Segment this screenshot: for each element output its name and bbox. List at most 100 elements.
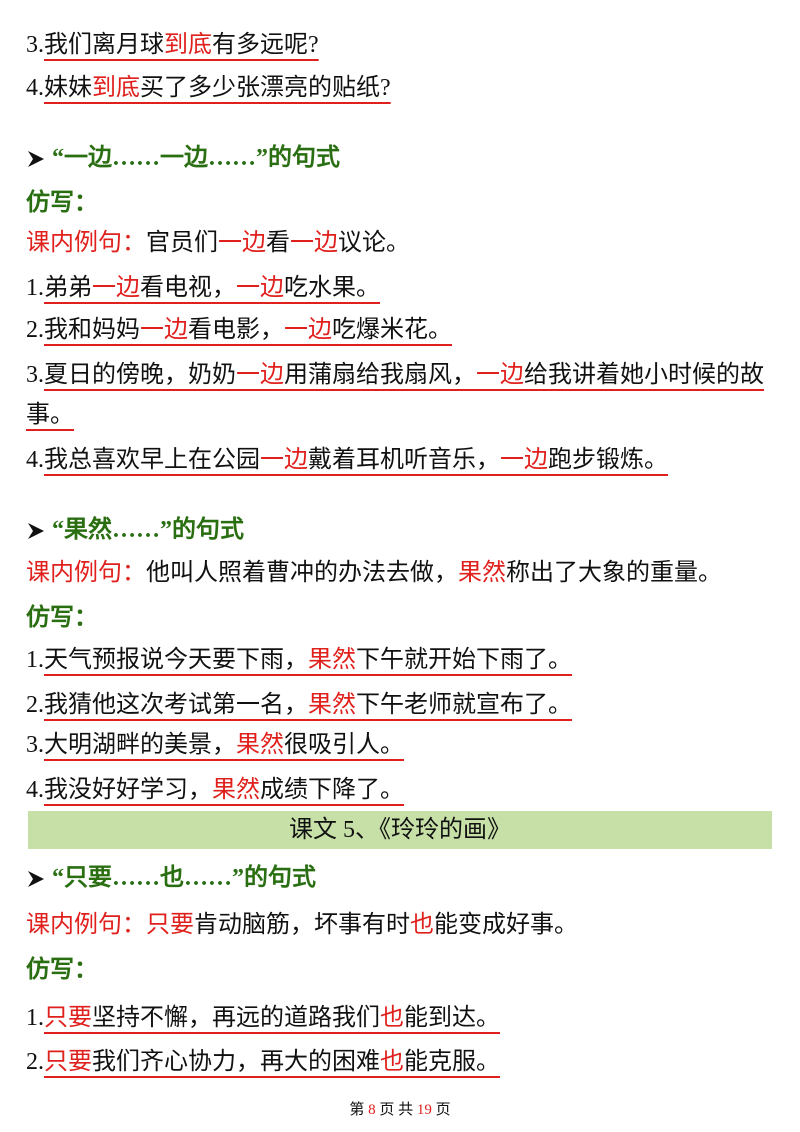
heading-line: “只要……也……”的句式 [26,858,776,898]
text-run: 果然 [212,777,260,803]
text-run: 弟弟 [44,275,92,301]
text-run: 戴着耳机听音乐， [308,447,500,473]
item-line: 2.只要我们齐心协力，再大的困难也能克服。 [26,1042,776,1082]
item-number: 3. [26,732,44,758]
item-line: 3.我们离月球到底有多远呢? [26,25,776,65]
text-run: 课内例句： [26,230,146,256]
item-line: 3.夏日的傍晚，奶奶一边用蒲扇给我扇风，一边给我讲着她小时候的故事。 [26,355,776,435]
text-run: 只要 [146,912,194,938]
label-line: 仿写： [26,598,776,638]
arrow-shape [28,151,44,168]
text-run: 跑步锻炼。 [548,447,668,473]
text-run: 仿写： [26,605,98,631]
banner-line: 课文 5、《玲玲的画》 [28,811,772,849]
underlined-sentence: 我总喜欢早上在公园一边戴着耳机听音乐，一边跑步锻炼。 [44,447,668,473]
text-run: 能克服。 [404,1049,500,1075]
text-run: 一边 [290,230,338,256]
text-run: 仿写： [26,190,98,216]
text-run: “只要……也……”的句式 [52,865,316,891]
item-number: 2. [26,317,44,343]
underlined-sentence: 妹妹到底买了多少张漂亮的贴纸? [44,75,391,101]
underlined-sentence: 我们离月球到底有多远呢? [44,32,319,58]
text-run: 果然 [236,732,284,758]
text-run: “一边……一边……”的句式 [52,145,340,171]
text-run: “果然……”的句式 [52,517,244,543]
item-number: 4. [26,75,44,101]
item-line: 2.我和妈妈一边看电影，一边吃爆米花。 [26,310,776,350]
text-run: 果然 [458,560,506,586]
text-run: 页 共 [375,1102,417,1118]
arrow-shape [28,523,44,540]
item-line: 4.妹妹到底买了多少张漂亮的贴纸? [26,68,776,108]
text-run: 坚持不懈，再远的道路我们 [92,1005,380,1031]
item-line: 1.只要坚持不懈，再远的道路我们也能到达。 [26,998,776,1038]
text-run: 我们离月球 [44,32,164,58]
item-line: 1.天气预报说今天要下雨，果然下午就开始下雨了。 [26,640,776,680]
text-run: 我们齐心协力，再大的困难 [92,1049,380,1075]
label-line: 仿写： [26,950,776,990]
text-run: 19 [416,1102,432,1118]
text-run: 一边 [92,275,140,301]
underlined-sentence: 我猜他这次考试第一名，果然下午老师就宣布了。 [44,692,572,718]
text-run: 一边 [236,362,284,388]
text-run: 也 [380,1005,404,1031]
text-run: 他叫人照着曹冲的办法去做， [146,560,458,586]
text-run: 到底 [92,75,140,101]
text-run: 官员们 [146,230,218,256]
text-run: 给我讲着她小时候的故事。 [26,362,764,428]
text-run: 称出了大象的重量。 [506,560,722,586]
text-run: 也 [380,1049,404,1075]
example-line: 课内例句：官员们一边看一边议论。 [26,223,776,263]
underlined-sentence: 大明湖畔的美景，果然很吸引人。 [44,732,404,758]
label-line: 仿写： [26,183,776,223]
underlined-sentence: 只要我们齐心协力，再大的困难也能克服。 [44,1049,500,1075]
text-run: 用蒲扇给我扇风， [284,362,476,388]
item-line: 4.我总喜欢早上在公园一边戴着耳机听音乐，一边跑步锻炼。 [26,440,776,480]
text-run: 第 [349,1102,369,1118]
text-run: 肯动脑筋，坏事有时 [194,912,410,938]
item-number: 4. [26,777,44,803]
bullet-arrow [28,151,44,168]
text-run: 只要 [44,1049,92,1075]
text-run: 吃水果。 [284,275,380,301]
underlined-sentence: 夏日的傍晚，奶奶一边用蒲扇给我扇风，一边给我讲着她小时候的故事。 [26,362,764,428]
text-run: 能变成好事。 [434,912,578,938]
item-number: 1. [26,275,44,301]
text-run: 看 [266,230,290,256]
text-run: 下午老师就宣布了。 [356,692,572,718]
underlined-sentence: 我没好好学习，果然成绩下降了。 [44,777,404,803]
item-line: 4.我没好好学习，果然成绩下降了。 [26,770,776,810]
underlined-sentence: 弟弟一边看电视，一边吃水果。 [44,275,380,301]
item-number: 2. [26,1049,44,1075]
text-run: 一边 [284,317,332,343]
text-run: 看电视， [140,275,236,301]
page-footer: 第 8 页 共 19 页 [0,1098,800,1119]
underlined-sentence: 天气预报说今天要下雨，果然下午就开始下雨了。 [44,647,572,673]
text-run: 果然 [308,647,356,673]
item-number: 3. [26,362,44,388]
item-number: 1. [26,647,44,673]
text-run: 吃爆米花。 [332,317,452,343]
text-run: 夏日的傍晚，奶奶 [44,362,236,388]
text-run: 很吸引人。 [284,732,404,758]
text-run: 我和妈妈 [44,317,140,343]
item-number: 2. [26,692,44,718]
text-run: 成绩下降了。 [260,777,404,803]
text-run: 议论。 [338,230,410,256]
item-line: 1.弟弟一边看电视，一边吃水果。 [26,268,776,308]
text-run: 课文 5、《玲玲的画》 [289,817,511,843]
example-line: 课内例句：只要肯动脑筋，坏事有时也能变成好事。 [26,905,776,945]
text-run: 也 [410,912,434,938]
underlined-sentence: 只要坚持不懈，再远的道路我们也能到达。 [44,1005,500,1031]
item-number: 3. [26,32,44,58]
text-run: 大明湖畔的美景， [44,732,236,758]
text-run: 只要 [44,1005,92,1031]
text-run: 买了多少张漂亮的贴纸? [140,75,391,101]
text-run: 我总喜欢早上在公园 [44,447,260,473]
text-run: 一边 [500,447,548,473]
heading-line: “果然……”的句式 [26,510,776,550]
text-run: 下午就开始下雨了。 [356,647,572,673]
text-run: 我没好好学习， [44,777,212,803]
heading-line: “一边……一边……”的句式 [26,138,776,178]
example-line: 课内例句：他叫人照着曹冲的办法去做，果然称出了大象的重量。 [26,553,776,593]
